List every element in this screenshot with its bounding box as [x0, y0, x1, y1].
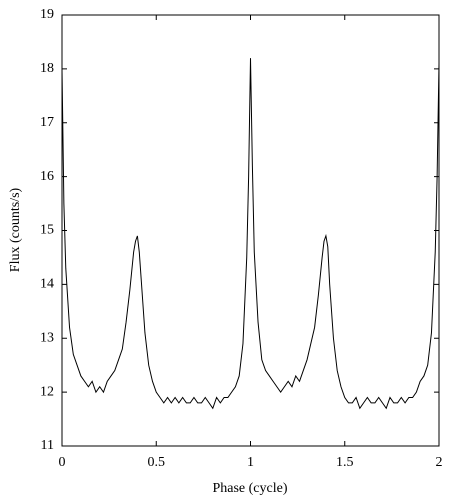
y-tick-label: 15: [40, 223, 54, 238]
x-tick-label: 2: [436, 455, 443, 470]
x-tick-label: 1: [247, 455, 254, 470]
y-tick-label: 13: [40, 330, 54, 345]
flux-line: [61, 58, 440, 410]
y-axis-label: Flux (counts/s): [8, 187, 23, 272]
y-tick-label: 19: [40, 7, 54, 22]
y-tick-label: 18: [40, 61, 54, 76]
y-tick-label: 16: [40, 169, 54, 184]
y-tick-label: 11: [41, 438, 54, 453]
x-tick-label: 0.5: [148, 455, 166, 470]
y-tick-label: 14: [40, 277, 54, 292]
x-tick-label: 0: [59, 455, 66, 470]
y-tick-label: 17: [40, 115, 54, 130]
y-tick-label: 12: [40, 384, 54, 399]
x-tick-label: 1.5: [336, 455, 354, 470]
x-axis-label: Phase (cycle): [212, 481, 287, 496]
